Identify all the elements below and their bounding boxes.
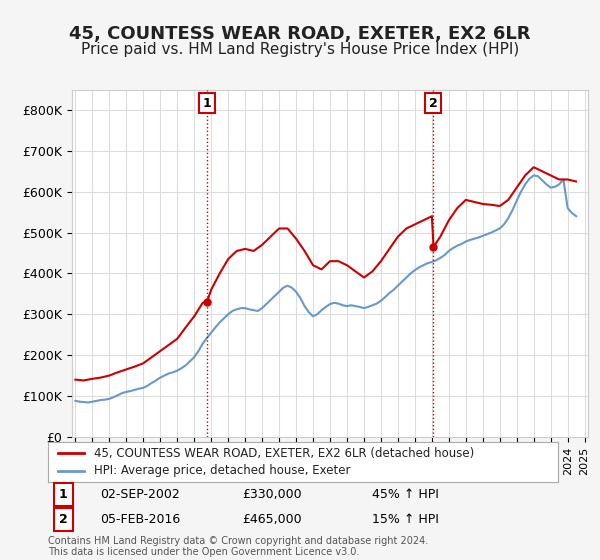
- Text: 45, COUNTESS WEAR ROAD, EXETER, EX2 6LR: 45, COUNTESS WEAR ROAD, EXETER, EX2 6LR: [69, 25, 531, 43]
- Text: 1: 1: [59, 488, 68, 501]
- Text: Contains HM Land Registry data © Crown copyright and database right 2024.
This d: Contains HM Land Registry data © Crown c…: [48, 535, 428, 557]
- Text: 45% ↑ HPI: 45% ↑ HPI: [371, 488, 439, 501]
- Text: 2: 2: [429, 96, 437, 110]
- Text: 1: 1: [203, 96, 211, 110]
- Text: £465,000: £465,000: [242, 513, 302, 526]
- Text: HPI: Average price, detached house, Exeter: HPI: Average price, detached house, Exet…: [94, 464, 350, 477]
- Text: 15% ↑ HPI: 15% ↑ HPI: [371, 513, 439, 526]
- Text: 02-SEP-2002: 02-SEP-2002: [100, 488, 179, 501]
- Text: Price paid vs. HM Land Registry's House Price Index (HPI): Price paid vs. HM Land Registry's House …: [81, 42, 519, 57]
- Text: £330,000: £330,000: [242, 488, 302, 501]
- Text: 45, COUNTESS WEAR ROAD, EXETER, EX2 6LR (detached house): 45, COUNTESS WEAR ROAD, EXETER, EX2 6LR …: [94, 447, 474, 460]
- Text: 05-FEB-2016: 05-FEB-2016: [100, 513, 180, 526]
- Text: 2: 2: [59, 513, 68, 526]
